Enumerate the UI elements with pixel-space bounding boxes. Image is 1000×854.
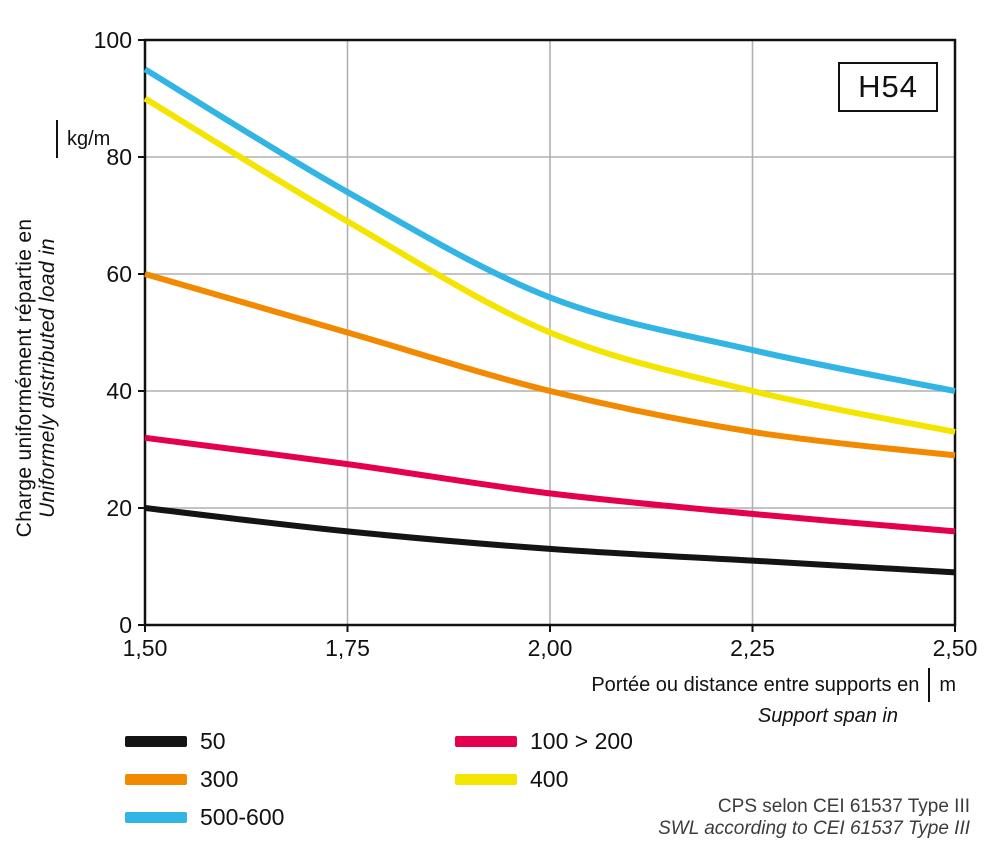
x-axis-title: Portée ou distance entre supports en m S… [591,668,956,728]
x-tick-label: 2,50 [932,635,978,661]
y-tick-label: 0 [119,612,132,638]
y-tick-label: 60 [106,261,132,287]
unit-divider-bar [56,120,58,158]
legend-swatch-icon [455,773,517,785]
series-label-box: H54 [838,62,938,112]
legend-label: 50 [200,727,226,754]
legend-label: 400 [530,765,569,792]
legend-column: 50 300 500-600 [125,722,455,836]
legend-swatch-icon [125,735,187,747]
curve-300 [144,271,956,459]
legend-column: 100 > 200 400 [455,722,633,798]
legend-item: 400 [455,760,633,798]
x-tick-label: 2,25 [730,635,775,661]
curve-400 [143,95,956,435]
legend-item: 300 [125,760,455,798]
legend-label: 500-600 [200,803,285,830]
series-label: H54 [858,69,918,104]
x-axis-unit-label: m [939,674,956,696]
legend-item: 100 > 200 [455,722,633,760]
y-tick-label: 100 [93,27,132,53]
curve-100 > 200 [144,434,956,535]
legend-swatch-icon [125,773,187,785]
curve-500-600 [143,66,956,394]
legend-swatch-icon [125,811,187,823]
legend-label: 300 [200,765,239,792]
unit-divider-bar [928,668,931,702]
y-tick-label: 20 [106,495,132,521]
y-axis-unit: kg/m [56,120,110,158]
legend-swatch-icon [455,735,517,747]
x-tick-label: 1,50 [122,635,168,661]
x-axis-title-fr: Portée ou distance entre supports en [591,674,920,696]
plot-area [138,38,957,632]
y-axis-title: Charge uniformément répartie en Uniforme… [13,158,59,598]
footnote-fr: CPS selon CEI 61537 Type III [717,796,970,817]
curve-50 [144,505,956,576]
legend-item: 500-600 [125,798,455,836]
legend-item: 50 [125,722,455,760]
standard-footnote: CPS selon CEI 61537 Type III SWL accordi… [658,796,970,840]
x-tick-label: 1,75 [325,635,370,661]
y-axis-title-fr: Charge uniformément répartie en [13,218,36,538]
y-tick-label: 80 [106,144,132,170]
chart-canvas [138,38,957,632]
x-tick-label: 2,00 [527,635,573,661]
legend-label: 100 > 200 [530,727,633,754]
y-axis-title-en: Uniformely distributed load in [36,238,59,518]
y-axis-unit-label: kg/m [67,127,111,150]
y-tick-label: 40 [106,378,132,404]
x-axis-title-en: Support span in [757,705,898,727]
legend: 50 300 500-600 100 > 200 400 [125,722,633,836]
footnote-en: SWL according to CEI 61537 Type III [658,818,970,839]
